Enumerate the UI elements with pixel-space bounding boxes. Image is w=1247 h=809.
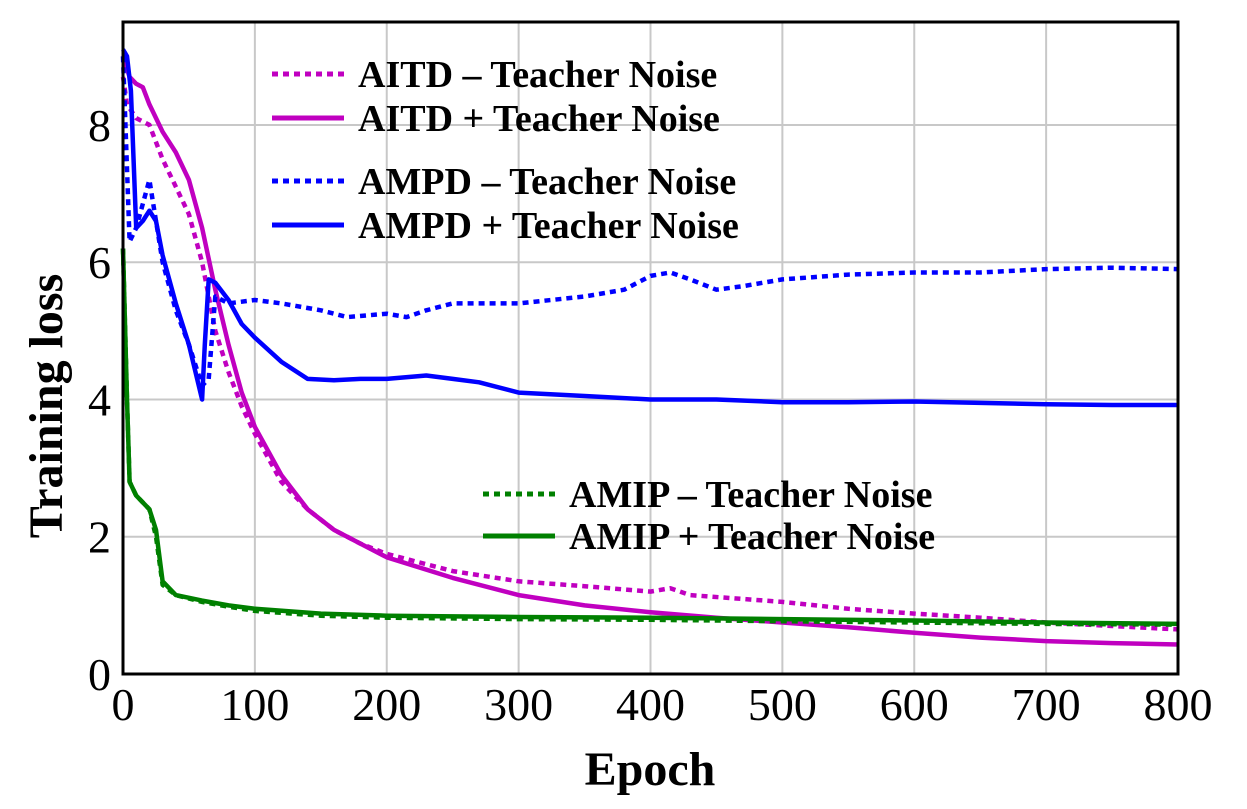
legend-label-3: AMPD + Teacher Noise xyxy=(358,205,739,247)
x-tick-label-800: 800 xyxy=(1144,679,1213,730)
legend-label-2: AMPD – Teacher Noise xyxy=(358,161,736,203)
series-line-1 xyxy=(120,55,1179,647)
y-tick-label-0: 0 xyxy=(88,649,111,700)
y-axis-label: Training loss xyxy=(20,274,73,539)
y-tick-label-6: 6 xyxy=(88,237,111,288)
legend-label-1: AITD + Teacher Noise xyxy=(358,98,720,140)
x-tick-label-500: 500 xyxy=(748,679,817,730)
legend-label-5: AMIP + Teacher Noise xyxy=(569,516,935,558)
y-tick-label-8: 8 xyxy=(88,100,111,151)
x-tick-label-300: 300 xyxy=(484,679,553,730)
plot-frame xyxy=(121,20,1180,676)
legend-label-4: AMIP – Teacher Noise xyxy=(569,474,932,516)
tick-labels: 0 100 200 300 400 500 600 700 800 0 2 4 6 8 xyxy=(88,100,1213,730)
x-tick-label-400: 400 xyxy=(616,679,685,730)
legend-label-0: AITD – Teacher Noise xyxy=(358,54,717,96)
x-tick-label-0: 0 xyxy=(112,679,135,730)
series-line-5 xyxy=(120,248,1179,627)
x-tick-label-200: 200 xyxy=(352,679,421,730)
y-tick-label-4: 4 xyxy=(88,374,111,425)
x-tick-label-100: 100 xyxy=(220,679,289,730)
x-tick-label-700: 700 xyxy=(1012,679,1081,730)
x-axis-label: Epoch xyxy=(585,743,716,796)
series-lines xyxy=(120,48,1179,647)
series-line-3 xyxy=(121,48,1178,408)
y-tick-label-2: 2 xyxy=(88,512,111,563)
x-tick-label-600: 600 xyxy=(880,679,949,730)
